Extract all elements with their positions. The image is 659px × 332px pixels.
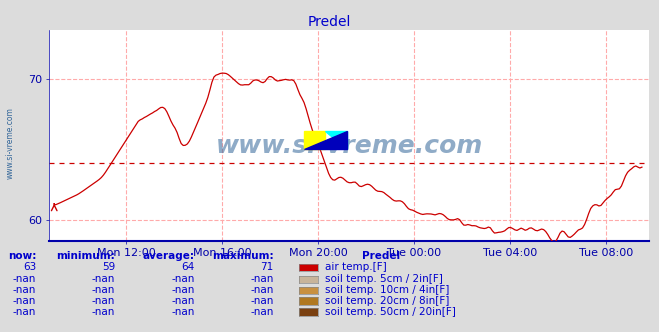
Text: -nan: -nan — [250, 285, 273, 295]
Text: 63: 63 — [23, 262, 36, 272]
Text: Predel: Predel — [308, 15, 351, 29]
Text: -nan: -nan — [13, 307, 36, 317]
Text: -nan: -nan — [13, 285, 36, 295]
Text: soil temp. 5cm / 2in[F]: soil temp. 5cm / 2in[F] — [325, 274, 443, 284]
Text: 59: 59 — [102, 262, 115, 272]
Text: minimum:: minimum: — [57, 251, 115, 261]
Text: www.si-vreme.com: www.si-vreme.com — [5, 107, 14, 179]
Text: -nan: -nan — [171, 285, 194, 295]
Text: -nan: -nan — [92, 274, 115, 284]
Text: maximum:: maximum: — [212, 251, 273, 261]
Text: -nan: -nan — [171, 307, 194, 317]
Text: 64: 64 — [181, 262, 194, 272]
Polygon shape — [326, 131, 347, 149]
Text: -nan: -nan — [250, 274, 273, 284]
Text: soil temp. 10cm / 4in[F]: soil temp. 10cm / 4in[F] — [325, 285, 449, 295]
Text: -nan: -nan — [92, 307, 115, 317]
Text: -nan: -nan — [92, 296, 115, 306]
Text: now:: now: — [8, 251, 36, 261]
Text: average:: average: — [142, 251, 194, 261]
Bar — [304, 131, 326, 149]
Text: Predel: Predel — [362, 251, 401, 261]
Text: 71: 71 — [260, 262, 273, 272]
Text: -nan: -nan — [250, 296, 273, 306]
Text: air temp.[F]: air temp.[F] — [325, 262, 387, 272]
Text: soil temp. 20cm / 8in[F]: soil temp. 20cm / 8in[F] — [325, 296, 449, 306]
Text: -nan: -nan — [171, 296, 194, 306]
Text: -nan: -nan — [171, 274, 194, 284]
Polygon shape — [304, 131, 347, 149]
Text: -nan: -nan — [92, 285, 115, 295]
Text: soil temp. 50cm / 20in[F]: soil temp. 50cm / 20in[F] — [325, 307, 456, 317]
Text: -nan: -nan — [250, 307, 273, 317]
Text: www.si-vreme.com: www.si-vreme.com — [215, 134, 483, 158]
Text: -nan: -nan — [13, 274, 36, 284]
Text: -nan: -nan — [13, 296, 36, 306]
